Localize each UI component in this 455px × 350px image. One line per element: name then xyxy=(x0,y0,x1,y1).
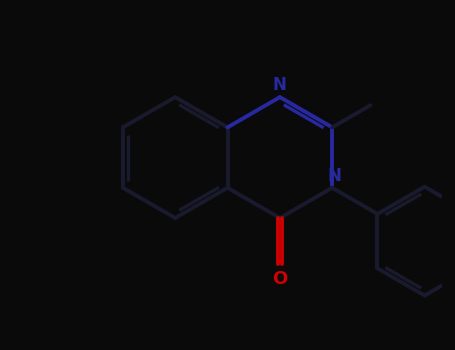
Text: N: N xyxy=(328,167,341,186)
Text: N: N xyxy=(273,76,287,94)
Text: O: O xyxy=(272,270,288,288)
